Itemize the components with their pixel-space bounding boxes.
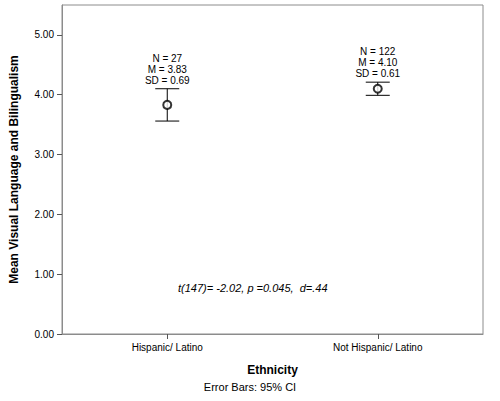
svg-text:Ethnicity: Ethnicity [247,363,298,377]
svg-text:N = 27: N = 27 [152,53,182,64]
svg-text:SD = 0.69: SD = 0.69 [145,75,190,86]
svg-text:M = 4.10: M = 4.10 [358,57,398,68]
svg-text:SD = 0.61: SD = 0.61 [355,68,400,79]
svg-text:2.00: 2.00 [35,209,55,220]
svg-text:4.00: 4.00 [35,89,55,100]
svg-text:N = 122: N = 122 [360,46,396,57]
svg-text:5.00: 5.00 [35,29,55,40]
svg-text:M = 3.83: M = 3.83 [148,64,188,75]
svg-text:t(147)= -2.02, p =0.045, d=.4: t(147)= -2.02, p =0.045, d=.44 [178,282,328,294]
svg-text:1.00: 1.00 [35,269,55,280]
svg-text:Error Bars: 95% CI: Error Bars: 95% CI [204,381,296,393]
svg-text:Mean Visual Language and Bilin: Mean Visual Language and Bilingualism [7,55,21,284]
svg-text:3.00: 3.00 [35,149,55,160]
svg-text:0.00: 0.00 [35,329,55,340]
svg-text:Hispanic/ Latino: Hispanic/ Latino [132,342,204,353]
svg-text:Not Hispanic/ Latino: Not Hispanic/ Latino [333,342,423,353]
